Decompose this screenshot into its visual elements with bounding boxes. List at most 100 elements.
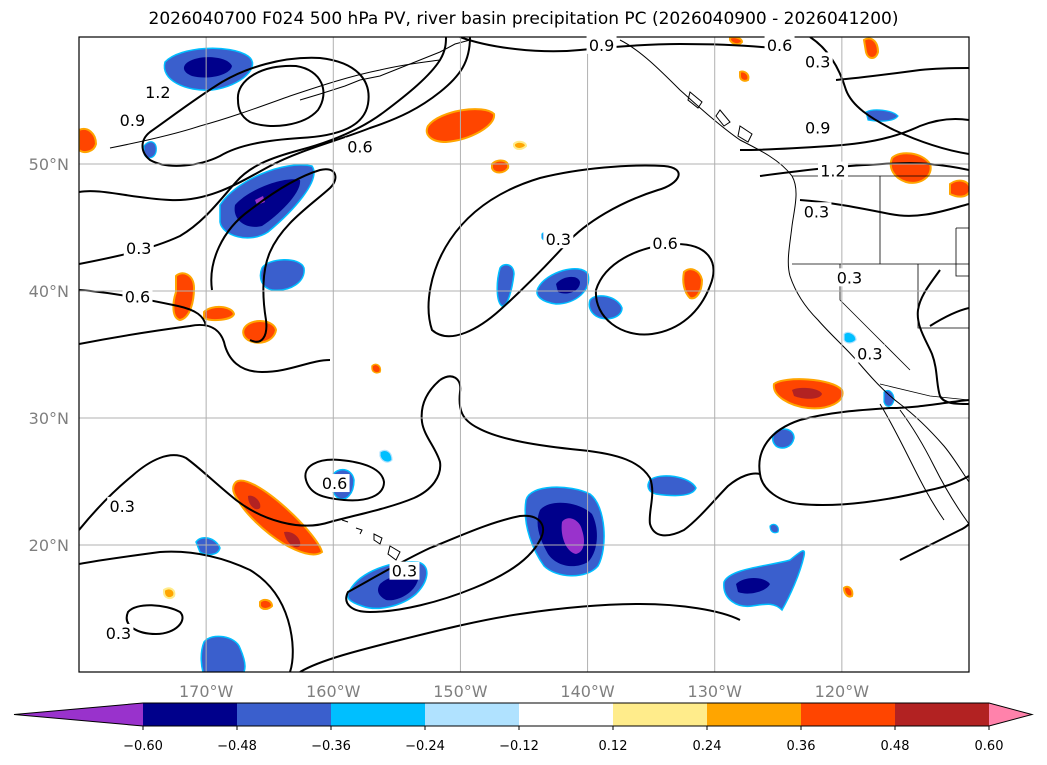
contour-0.9-aleutians xyxy=(141,56,370,167)
colorbar-segment-7 xyxy=(801,703,896,726)
contour-label-bg-10 xyxy=(802,118,833,137)
contour-label-bg-14 xyxy=(854,344,885,363)
contour-label-18: 0.3 xyxy=(392,562,417,581)
colorbar-segment-6 xyxy=(707,703,802,726)
contour-label-bg-2 xyxy=(344,137,375,156)
contour-label-bg-13 xyxy=(834,268,865,287)
blob-negative-140w-41n-core xyxy=(556,276,580,294)
contour-label-1: 1.2 xyxy=(145,83,170,102)
contour-label-bg-6 xyxy=(650,234,681,253)
colorbar-tick-label-9: 0.60 xyxy=(975,739,1004,754)
x-tick-label-2: 150°W xyxy=(433,682,488,701)
contour-label-11: 1.2 xyxy=(820,162,845,181)
colorbar-segment-2 xyxy=(331,703,426,726)
contour-label-10: 0.9 xyxy=(805,118,830,137)
colorbar-tick-label-2: −0.36 xyxy=(311,739,351,754)
blob-negative-127w-28n xyxy=(771,428,795,449)
y-tick-label-2: 40°N xyxy=(29,282,69,301)
contour-label-4: 0.6 xyxy=(125,287,150,306)
blob-positive-small-10 xyxy=(729,37,744,46)
coast-baja xyxy=(879,403,969,525)
x-tick-label-3: 140°W xyxy=(560,682,615,701)
blob-positive-166w-24n-core-b xyxy=(284,531,301,548)
contour-label-7: 0.9 xyxy=(589,36,614,55)
contour-0.3-west xyxy=(79,37,447,265)
blob-positive-ne-1 xyxy=(862,37,880,59)
colorbar-extend-min xyxy=(14,703,143,726)
blob-negative-133w-24n xyxy=(647,475,697,497)
blob-negative-small-9 xyxy=(379,449,393,463)
coast-islands-bc xyxy=(687,91,753,143)
blob-positive-west-edge xyxy=(79,128,98,153)
colorbar-tick-label-7: 0.36 xyxy=(787,739,816,754)
blob-negative-124w-17n-core xyxy=(736,578,770,594)
blob-positive-small-2 xyxy=(491,159,510,174)
blob-negative-small-8 xyxy=(769,523,779,534)
blob-negative-small-7 xyxy=(843,331,857,344)
contour-1.2-aleutians xyxy=(236,64,325,127)
contour-label-2: 0.6 xyxy=(347,137,372,156)
colorbar-tick-label-4: −0.12 xyxy=(499,739,539,754)
blob-positive-small-15 xyxy=(371,363,382,374)
x-tick-label-0: 170°W xyxy=(179,682,234,701)
contour-label-bg-18 xyxy=(389,561,420,580)
contour-0.9-top xyxy=(459,37,791,53)
blob-negative-170w-12n xyxy=(200,635,246,672)
contour-0.3-ne-top xyxy=(835,67,969,81)
blob-positive-small-11 xyxy=(739,70,750,82)
contour-0.9-ne xyxy=(739,117,969,151)
blob-positive-123w-32n-core xyxy=(792,387,822,399)
contour-0.6-north-band xyxy=(79,37,471,202)
border-us-mexico xyxy=(879,383,969,401)
contour-label-0: 0.9 xyxy=(120,111,145,130)
political-borders xyxy=(792,175,969,401)
contour-0.6-mid-loop xyxy=(594,242,715,336)
colorbar-segment-8 xyxy=(895,703,990,726)
blob-negative-165w-48n-peak xyxy=(255,196,265,205)
contour-label-bg-9 xyxy=(802,52,833,71)
x-tick-label-4: 130°W xyxy=(688,682,743,701)
blob-negative-aleutians-core xyxy=(183,57,232,78)
contour-label-8: 0.6 xyxy=(767,36,792,55)
contour-label-bg-8 xyxy=(764,35,795,54)
colorbar-tick-label-5: 0.12 xyxy=(599,739,628,754)
contour-0.6-west-lower xyxy=(79,289,207,327)
contour-0.3-central-big-b xyxy=(79,379,442,531)
contour-labels: 0.91.20.60.30.60.3 0.60.9 0.60.30.91.20.30… xyxy=(103,35,885,643)
contour-label-15: 0.6 xyxy=(322,474,347,493)
contour-label-bg-0 xyxy=(117,110,148,129)
contour-label-bg-17 xyxy=(103,623,134,642)
contour-0.6-hawaii-loop xyxy=(304,458,386,502)
coast-alaska-peninsula xyxy=(299,39,471,101)
blob-positive-small-13 xyxy=(163,587,176,600)
x-tick-labels: 170°W 160°W 150°W 140°W 130°W 120°W xyxy=(179,682,869,701)
contour-0.6-south-of-aleutians xyxy=(210,168,337,343)
colorbar-tick-label-0: −0.60 xyxy=(123,739,163,754)
contour-0.3-west-coast-b xyxy=(929,307,969,327)
colorbar-segment-3 xyxy=(425,703,520,726)
y-tick-label-3: 50°N xyxy=(29,155,69,174)
contour-0.3-south-loop xyxy=(345,514,545,614)
contour-0.3-hawaii-south xyxy=(79,550,294,672)
colorbar-tick-label-3: −0.24 xyxy=(405,739,445,754)
colorbar-segment-5 xyxy=(613,703,708,726)
y-tick-labels: 20°N 30°N 40°N 50°N xyxy=(29,155,69,555)
blob-negative-165w-48n-core xyxy=(234,179,301,227)
contour-label-bg-12 xyxy=(801,202,832,221)
contour-0.3-west-coast xyxy=(916,269,969,405)
contour-0.3-se-bottom xyxy=(899,523,969,561)
border-state-4 xyxy=(839,264,911,371)
contour-label-bg-3 xyxy=(123,239,154,258)
border-state-5 xyxy=(955,227,969,277)
contour-label-bg-4 xyxy=(122,287,153,306)
gridlines xyxy=(79,37,969,672)
blob-negative-170w-20n xyxy=(195,537,221,556)
blob-positive-ne-2 xyxy=(889,152,932,184)
colorbar-extend-max xyxy=(989,703,1032,726)
contour-label-bg-15 xyxy=(319,474,350,493)
contour-label-16: 0.3 xyxy=(110,497,135,516)
blob-positive-168w-39n xyxy=(203,306,236,322)
blob-negative-163w-41n xyxy=(259,259,305,291)
blob-positive-small-14 xyxy=(259,598,274,610)
colorbar: −0.60 −0.48 −0.36 −0.24 −0.12 0.12 0.24 0.36 0.4… xyxy=(13,702,1034,754)
